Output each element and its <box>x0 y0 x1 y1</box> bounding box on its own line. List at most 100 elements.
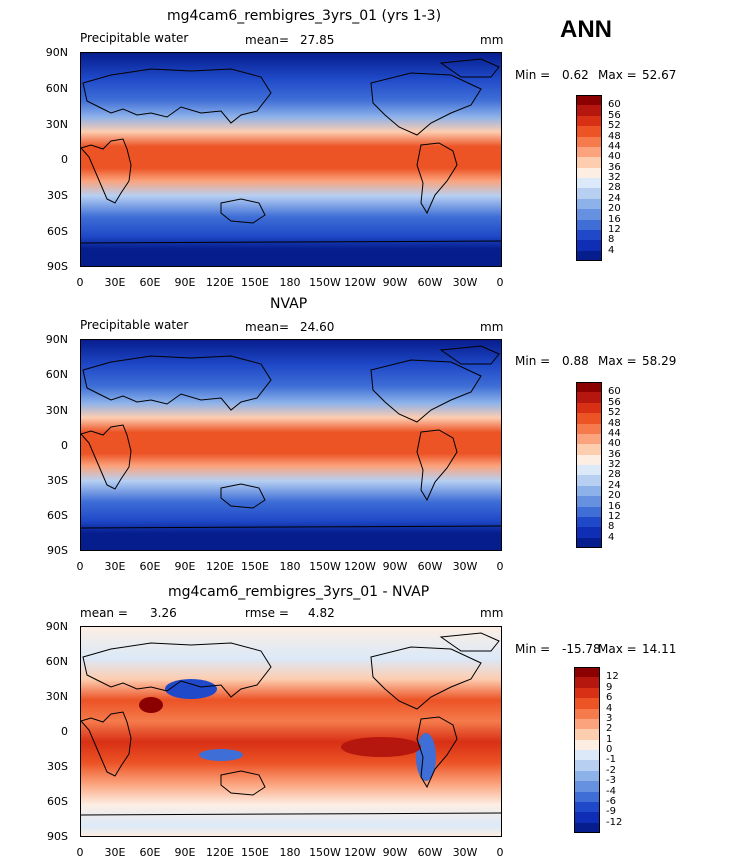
lat-label: 90N <box>45 46 68 59</box>
colorbar-label: -4 <box>606 785 616 797</box>
lon-label: 120W <box>344 560 376 573</box>
max-value: 58.29 <box>642 354 677 368</box>
colorbar-label: 24 <box>608 479 621 491</box>
max-label: Max = <box>598 354 637 368</box>
colorbar-label: 40 <box>608 438 621 450</box>
lon-label: 60E <box>139 560 161 573</box>
colorbar-box <box>574 801 600 813</box>
colorbar-box <box>574 812 600 823</box>
lat-label: 60S <box>47 225 68 238</box>
lon-label: 30E <box>104 846 126 859</box>
colorbar-box <box>576 209 602 220</box>
colorbar-label: 28 <box>608 182 621 194</box>
colorbar-label: 56 <box>608 396 621 408</box>
lat-label: 60N <box>45 368 68 381</box>
colorbar-box <box>576 382 602 393</box>
colorbar-label: 9 <box>606 681 613 693</box>
colorbar-box <box>574 687 600 699</box>
colorbar-label: 1 <box>606 733 613 745</box>
colorbar-box <box>576 178 602 189</box>
colorbar-label: 52 <box>608 407 621 419</box>
units-label: mm <box>480 606 504 620</box>
colorbar-label: 12 <box>608 510 621 522</box>
colorbar-label: 52 <box>608 120 621 132</box>
colorbar-label: 4 <box>608 531 615 543</box>
max-value: 14.11 <box>642 642 677 656</box>
colorbar-box <box>576 198 602 210</box>
lon-label: 180 <box>279 276 301 289</box>
lat-label: 0 <box>61 153 68 166</box>
lon-label: 120E <box>206 276 234 289</box>
colorbar-label: 4 <box>608 244 615 256</box>
lon-label: 150W <box>309 560 341 573</box>
lat-label: 30N <box>45 690 68 703</box>
colorbar-box <box>576 537 602 548</box>
colorbar-label: 12 <box>608 223 621 235</box>
lon-label: 30E <box>104 276 126 289</box>
colorbar-box <box>576 465 602 476</box>
colorbar-box <box>574 667 600 678</box>
colorbar-box <box>574 677 600 688</box>
colorbar-box <box>576 136 602 147</box>
lon-label: 60W <box>417 276 443 289</box>
lat-label: 30S <box>47 474 68 487</box>
map-plot <box>80 52 502 267</box>
rmse-label: rmse = <box>245 606 289 620</box>
colorbar-box <box>574 781 600 792</box>
lon-label: 150E <box>241 276 269 289</box>
lon-label: 90W <box>382 276 408 289</box>
colorbar-box <box>576 157 602 168</box>
precipitable-water-map <box>81 340 501 550</box>
lat-label: 90N <box>45 333 68 346</box>
colorbar-label: 2 <box>606 723 613 735</box>
colorbar-box <box>576 250 602 261</box>
lon-label: 180 <box>279 846 301 859</box>
lon-label: 90W <box>382 846 408 859</box>
lon-label: 120E <box>206 560 234 573</box>
lon-label: 30E <box>104 560 126 573</box>
colorbar-label: 48 <box>608 417 621 429</box>
colorbar-label: 48 <box>608 130 621 142</box>
colorbar-label: 6 <box>606 692 613 704</box>
colorbar-box <box>576 454 602 465</box>
lon-label: 0 <box>496 846 504 859</box>
lon-label: 120E <box>206 846 234 859</box>
colorbar-label: 36 <box>608 448 621 460</box>
colorbar-label: 32 <box>608 459 621 470</box>
colorbar-label: 16 <box>608 213 621 225</box>
colorbar-label: 32 <box>608 172 621 183</box>
lon-label: 30W <box>452 276 478 289</box>
units-label: mm <box>480 320 504 334</box>
mean-value: 3.26 <box>150 606 177 620</box>
map-plot <box>80 626 502 837</box>
colorbar-box <box>574 750 600 761</box>
colorbar-label: 36 <box>608 161 621 173</box>
min-value: 0.62 <box>562 68 589 82</box>
lon-label: 0 <box>76 560 84 573</box>
lat-label: 30S <box>47 189 68 202</box>
lat-label: 60N <box>45 82 68 95</box>
colorbar-box <box>576 240 602 251</box>
lon-label: 60E <box>139 846 161 859</box>
colorbar-label: -12 <box>606 816 623 828</box>
colorbar-label: 0 <box>606 744 613 755</box>
colorbar-label: 60 <box>608 386 621 398</box>
lon-label: 90E <box>174 846 196 859</box>
colorbar-box <box>576 402 602 414</box>
lon-label: 180 <box>279 560 301 573</box>
lon-label: 60W <box>417 560 443 573</box>
min-label: Min = <box>515 68 551 82</box>
lon-label: 60E <box>139 276 161 289</box>
lon-label: 150W <box>309 846 341 859</box>
colorbar-box <box>576 95 602 106</box>
colorbar-box <box>574 718 600 730</box>
field-label: Precipitable water <box>80 318 189 332</box>
colorbar-box <box>576 496 602 507</box>
lon-label: 150W <box>309 276 341 289</box>
colorbar-label: -6 <box>606 795 616 807</box>
mean-label: mean = <box>80 606 128 620</box>
lat-label: 30N <box>45 118 68 131</box>
lat-label: 90S <box>47 544 68 557</box>
lat-label: 0 <box>61 725 68 738</box>
field-label: Precipitable water <box>80 31 189 45</box>
